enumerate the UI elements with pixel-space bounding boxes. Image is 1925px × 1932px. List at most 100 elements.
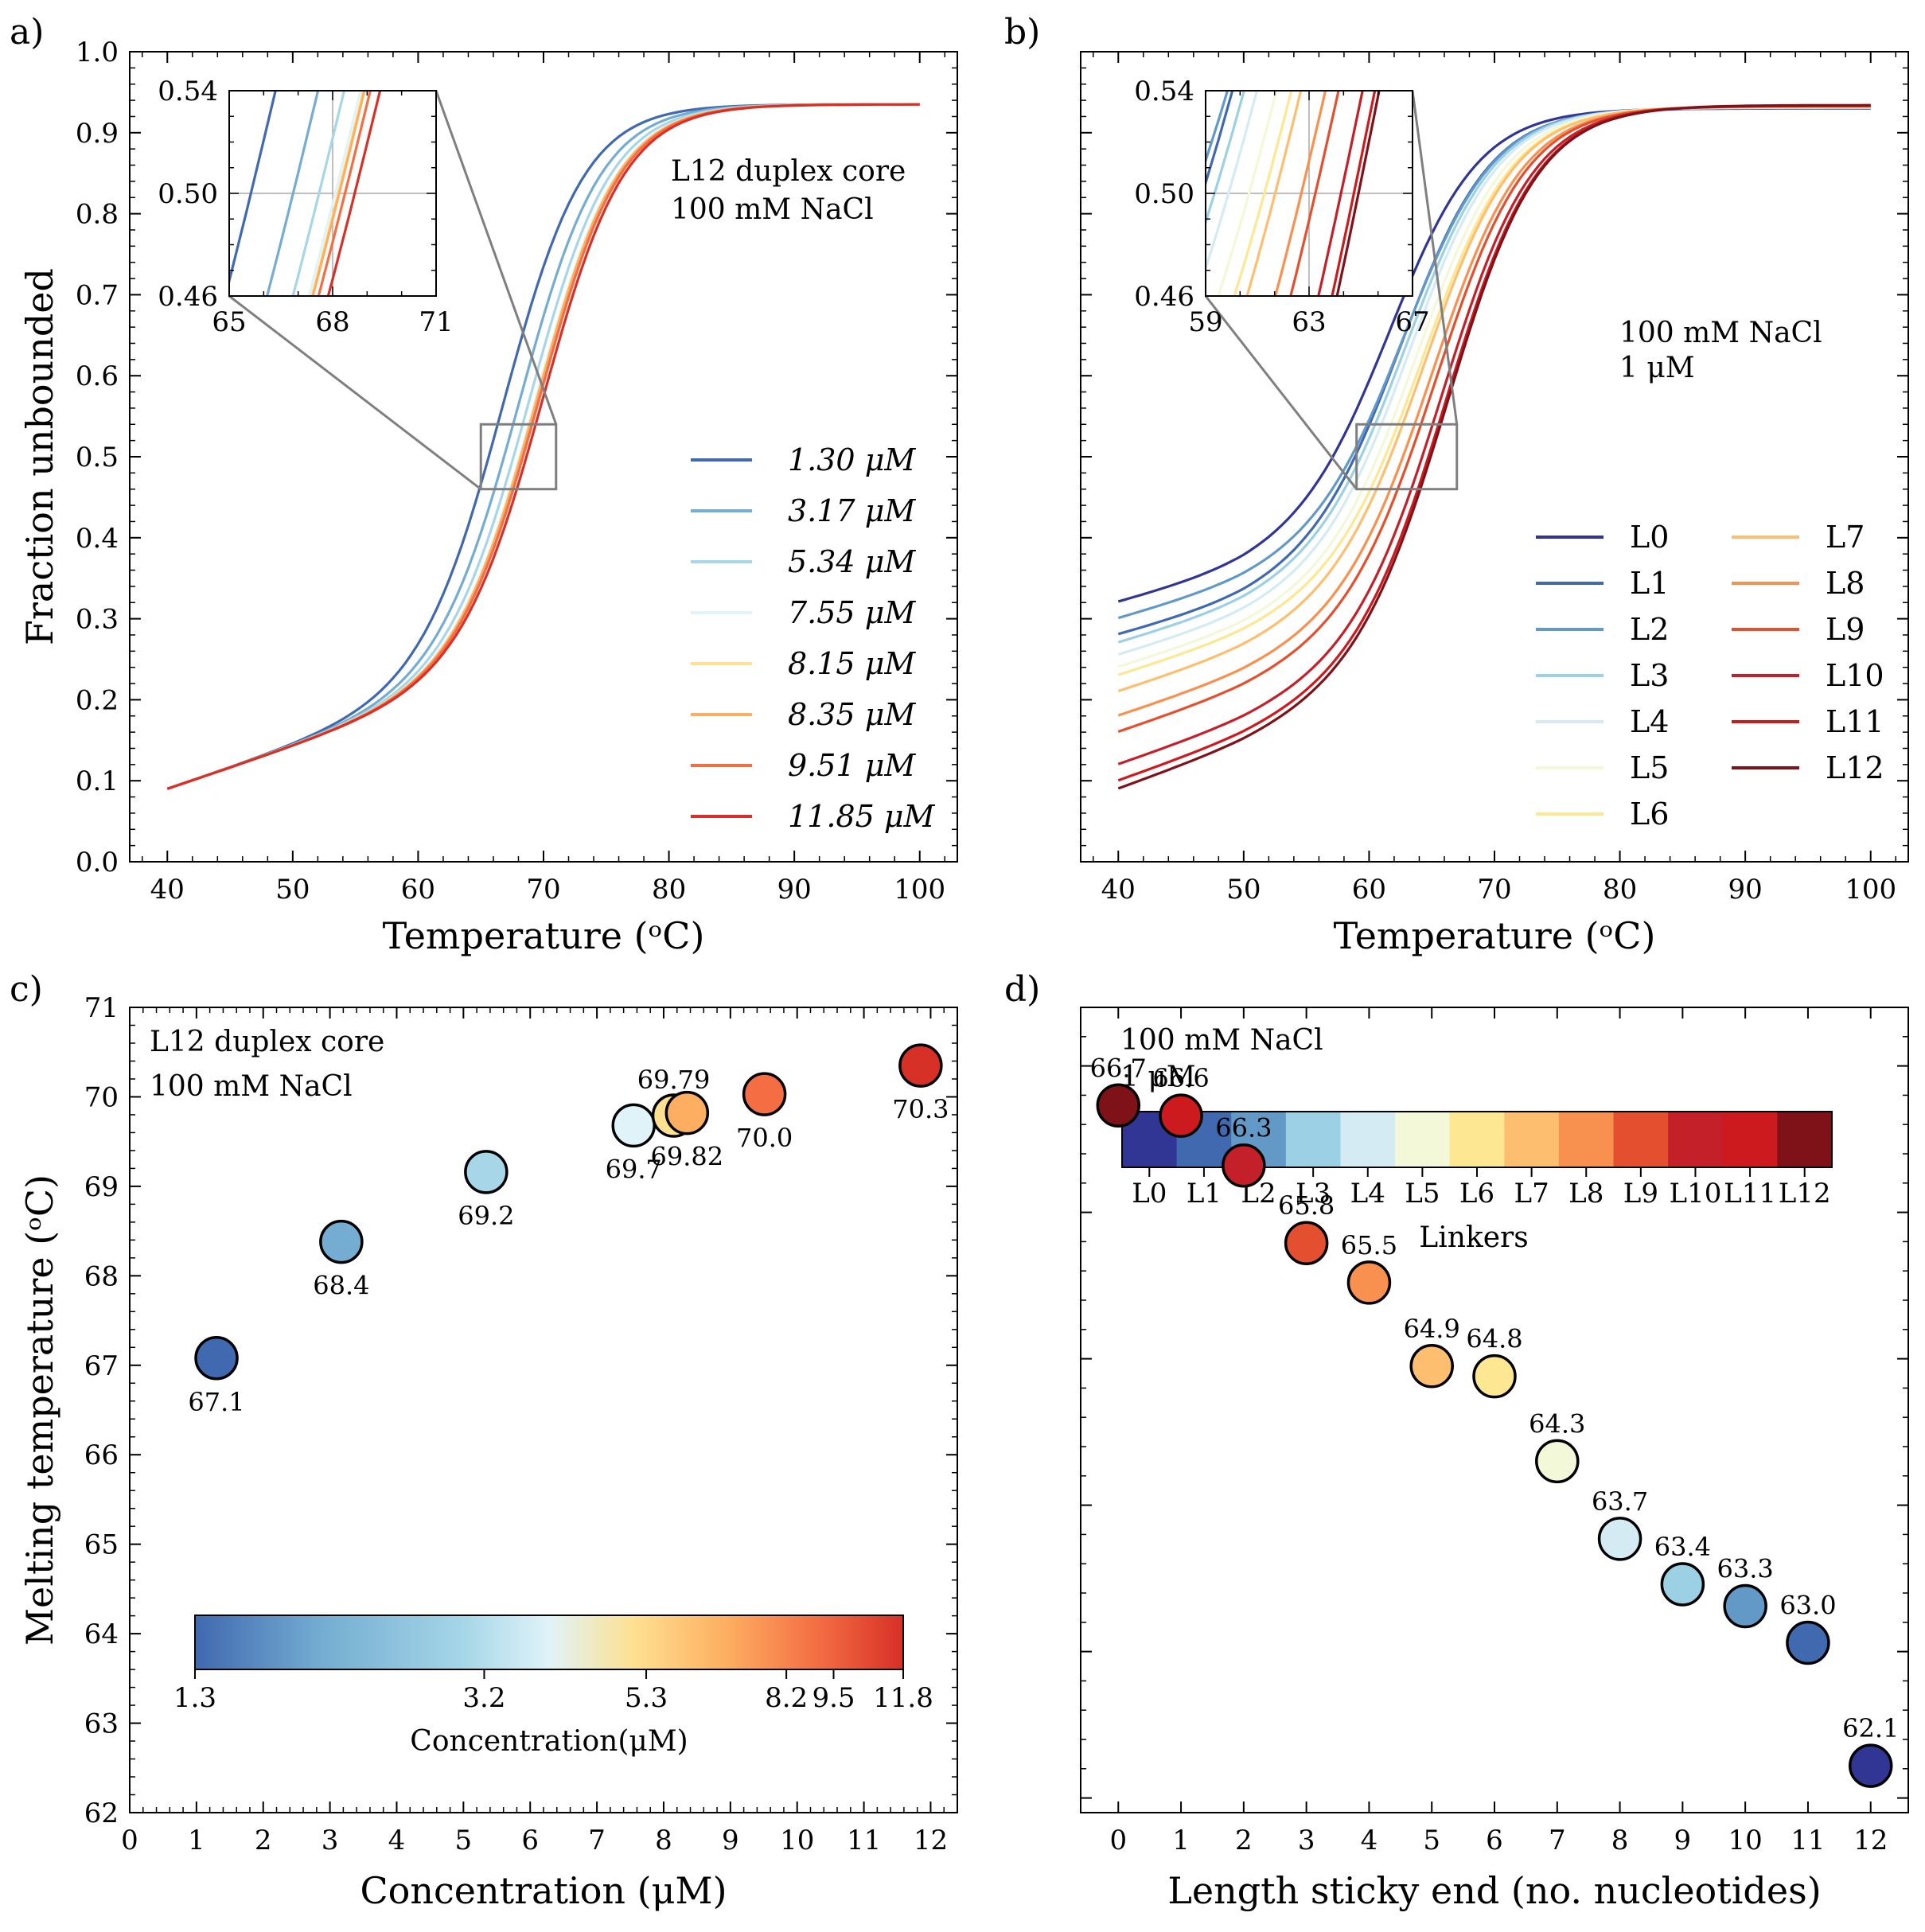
- panel-b-zoom-indicator: [1204, 90, 1459, 491]
- panel-a-ytick-label: 0.9: [76, 118, 119, 150]
- panel-c-xtick-label: 9: [722, 1825, 739, 1856]
- panel-d-xtick-label: 10: [1728, 1825, 1763, 1856]
- panel-d-point: [1472, 1354, 1517, 1399]
- panel-d-ticks: [1081, 1007, 1908, 1813]
- panel-a-inset-xtick-label: 65: [212, 306, 246, 338]
- panel-d-xtick-label: 4: [1361, 1825, 1378, 1856]
- panel-d-colorbar-tick-label: L10: [1670, 1178, 1722, 1209]
- panel-a-inset-ytick-label: 0.46: [158, 281, 218, 313]
- panel-c-ytick-labels: 62 63 64 65 66 67 68 69 70 71: [84, 992, 119, 1829]
- panel-d-point-label: 62.1: [1842, 1713, 1899, 1743]
- panel-b-inset-ticks: [1205, 90, 1413, 297]
- panel-b-legend-label: L6: [1630, 797, 1669, 832]
- panel-b-xtick-label: 60: [1352, 874, 1386, 906]
- panel-d-point: [1409, 1344, 1454, 1389]
- panel-d-point-label: 64.3: [1529, 1408, 1585, 1439]
- panel-b-inset-curves: [1206, 91, 1413, 296]
- panel-d-point: [1848, 1743, 1893, 1788]
- panel-a-ytick-label: 0.8: [76, 199, 119, 231]
- panel-c-point: [611, 1103, 656, 1148]
- panel-b-zoom-connector: [1411, 90, 1459, 425]
- panel-c-xtick-label: 8: [655, 1825, 672, 1856]
- panel-a-label: a): [10, 12, 44, 53]
- panel-c-xtick-label: 0: [121, 1825, 138, 1856]
- panel-a-ytick-labels: 0.0 0.1 0.2 0.3 0.4 0.5 0.6 0.7 0.8 0.9 1.0: [76, 37, 119, 878]
- panel-b-zoom-connector: [1204, 295, 1358, 490]
- panel-a-ticks: [130, 51, 957, 863]
- panel-c-xtick-label: 6: [521, 1825, 539, 1856]
- panel-d-colorbar-segment: [1722, 1112, 1778, 1167]
- panel-b-inset: 59 63 67 0.46 0.50 0.54: [1134, 76, 1429, 338]
- panel-c-ylabel: Melting temperature (ᵒC): [18, 1174, 61, 1646]
- panel-d-annotation-line1: 100 mM NaCl: [1120, 1024, 1323, 1057]
- panel-c-colorbar-label: Concentration(μM): [410, 1725, 688, 1758]
- panel-b-xlabel: Temperature (ᵒC): [1334, 914, 1656, 957]
- panel-b-inset-xtick-label: 63: [1292, 306, 1326, 338]
- panel-b-frame: [1080, 51, 1909, 863]
- panel-b-legend-label: L11: [1826, 704, 1884, 739]
- panel-c-colorbar-tick-label: 5.3: [625, 1682, 668, 1714]
- panel-a-ytick-label: 1.0: [76, 37, 119, 68]
- panel-c-ytick-label: 67: [84, 1350, 119, 1382]
- panel-c-point-label: 69.79: [637, 1065, 711, 1095]
- panel-b-legend-label: L9: [1826, 612, 1865, 647]
- panel-c-label: c): [10, 969, 43, 1010]
- panel-c-point-label: 67.1: [188, 1387, 244, 1417]
- panel-a-annotation-line2: 100 mM NaCl: [671, 193, 874, 226]
- panel-c-point: [664, 1090, 710, 1135]
- panel-c-point: [898, 1043, 943, 1088]
- panel-b-label: b): [1004, 12, 1040, 53]
- panel-b-xtick-label: 40: [1101, 874, 1136, 906]
- panel-d-point-label: 64.9: [1404, 1314, 1460, 1344]
- panel-a-xtick-label: 70: [526, 874, 560, 906]
- panel-a-inset: 65 68 71 0.46 0.50 0.54: [158, 76, 453, 338]
- panel-a-xlabel: Temperature (ᵒC): [383, 914, 705, 957]
- panel-b-xtick-label: 50: [1226, 874, 1261, 906]
- panel-d-xtick-labels: 0 1 2 3 4 5 6 7 8 9 10 11 12: [1109, 1825, 1888, 1856]
- panel-d-xtick-label: 5: [1423, 1825, 1440, 1856]
- panel-a-inset-ytick-label: 0.54: [158, 76, 218, 107]
- panel-d-point: [1159, 1093, 1203, 1138]
- panel-d-colorbar-tick-label: L12: [1779, 1178, 1831, 1209]
- panel-d-colorbar-segment: [1558, 1112, 1615, 1167]
- panel-c-xlabel: Concentration (μM): [360, 1869, 727, 1912]
- panel-a-xtick-labels: 40 50 60 70 80 90 100: [150, 874, 946, 906]
- panel-c-ytick-label: 62: [84, 1798, 119, 1829]
- panel-d-colorbar-segment: [1395, 1112, 1451, 1167]
- panel-a-inset-ytick-label: 0.50: [158, 178, 218, 210]
- panel-d-colorbar-segment: [1668, 1112, 1724, 1167]
- panel-d-point: [1284, 1221, 1329, 1265]
- panel-d-point: [1786, 1620, 1830, 1665]
- panel-c-frame: [129, 1007, 958, 1813]
- panel-d-point-label: 63.0: [1779, 1591, 1836, 1621]
- panel-d-colorbar-tick-label: L9: [1623, 1178, 1658, 1209]
- panel-b-xtick-label: 90: [1728, 874, 1763, 906]
- panel-d-point: [1096, 1083, 1141, 1128]
- panel-d-point: [1597, 1517, 1642, 1561]
- panel-b-inset-xtick-label: 67: [1395, 306, 1429, 338]
- panel-b-legend-label: L10: [1826, 658, 1884, 693]
- panel-a-ytick-label: 0.4: [76, 523, 119, 555]
- panel-b-xtick-label: 80: [1603, 874, 1637, 906]
- panel-c-point: [319, 1219, 364, 1264]
- panel-c-point-label: 68.4: [313, 1271, 369, 1301]
- panel-b-xtick-labels: 40 50 60 70 80 90 100: [1101, 874, 1897, 906]
- panel-d-xtick-label: 6: [1486, 1825, 1503, 1856]
- panel-a-frame: [129, 51, 958, 863]
- panel-c-xtick-label: 1: [188, 1825, 205, 1856]
- panel-b-curves: [1117, 103, 1871, 790]
- panel-a-annotation-line1: L12 duplex core: [671, 155, 906, 188]
- panel-a-ytick-label: 0.1: [76, 765, 119, 797]
- panel-d-colorbar-tick-label: L8: [1568, 1178, 1604, 1209]
- panel-d-xtick-label: 8: [1611, 1825, 1629, 1856]
- panel-d: 0 1 2 3 4 5 6 7 8 9 10 11 12 Length sticky end (no. …: [1080, 1007, 1909, 1912]
- panel-c-point-label: 70.3: [892, 1094, 949, 1124]
- panel-a-ylabel: Fraction unbounded: [18, 268, 61, 645]
- panel-d-xtick-label: 12: [1853, 1825, 1888, 1856]
- panel-d-colorbar-tick-label: L3: [1296, 1178, 1331, 1209]
- panel-b-inset-xtick-label: 59: [1188, 306, 1222, 338]
- panel-c-xtick-label: 11: [847, 1825, 881, 1856]
- panel-d-point-label: 66.3: [1215, 1113, 1272, 1143]
- panel-c-colorbar-ticks: 1.3 3.2 5.3 8.2 9.5 11.8: [173, 1669, 933, 1714]
